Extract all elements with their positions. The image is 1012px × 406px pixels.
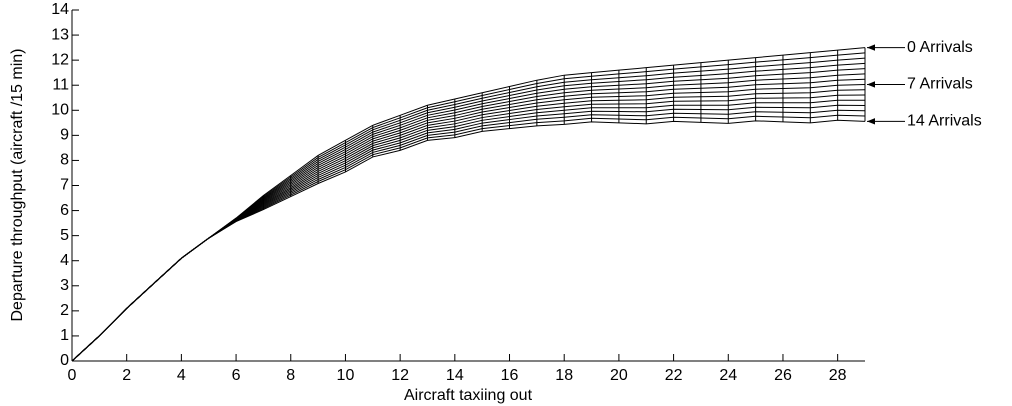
x-tick-label: 24 (719, 367, 737, 384)
x-tick-label: 12 (391, 367, 409, 384)
x-tick-label: 20 (610, 367, 628, 384)
x-tick-label: 18 (555, 367, 573, 384)
annotation: 0 Arrivals (907, 39, 973, 56)
x-tick-label: 28 (829, 367, 847, 384)
x-tick-label: 22 (665, 367, 683, 384)
y-tick-label: 2 (60, 302, 69, 319)
series-line (71, 119, 866, 362)
x-tick-label: 0 (68, 367, 77, 384)
annotation: 7 Arrivals (907, 76, 973, 93)
x-tick-label: 8 (286, 367, 295, 384)
y-tick-label: 13 (51, 26, 69, 43)
y-axis-label: Departure throughput (aircraft /15 min) (9, 48, 26, 321)
x-tick-label: 6 (232, 367, 241, 384)
series-line (71, 109, 866, 362)
y-tick-label: 5 (60, 227, 69, 244)
y-tick-label: 0 (60, 352, 69, 369)
y-tick-label: 3 (60, 277, 69, 294)
x-tick-label: 26 (774, 367, 792, 384)
y-tick-label: 10 (51, 102, 69, 119)
y-tick-label: 4 (60, 252, 69, 269)
annotation: 14 Arrivals (907, 113, 982, 130)
x-tick-label: 2 (122, 367, 131, 384)
series-line (71, 104, 866, 362)
x-tick-label: 14 (446, 367, 464, 384)
y-tick-label: 12 (51, 51, 69, 68)
x-tick-label: 16 (501, 367, 519, 384)
y-tick-label: 8 (60, 152, 69, 169)
x-axis-label: Aircraft taxiing out (404, 387, 533, 404)
x-tick-label: 4 (177, 367, 186, 384)
y-tick-label: 6 (60, 202, 69, 219)
series-line (71, 114, 866, 362)
series-line (71, 89, 866, 362)
y-tick-label: 7 (60, 177, 69, 194)
y-tick-label: 1 (60, 327, 69, 344)
y-tick-label: 11 (52, 76, 69, 93)
series-line (71, 99, 865, 362)
y-tick-label: 14 (51, 1, 69, 18)
x-tick-label: 10 (337, 367, 355, 384)
y-tick-label: 9 (60, 127, 69, 144)
